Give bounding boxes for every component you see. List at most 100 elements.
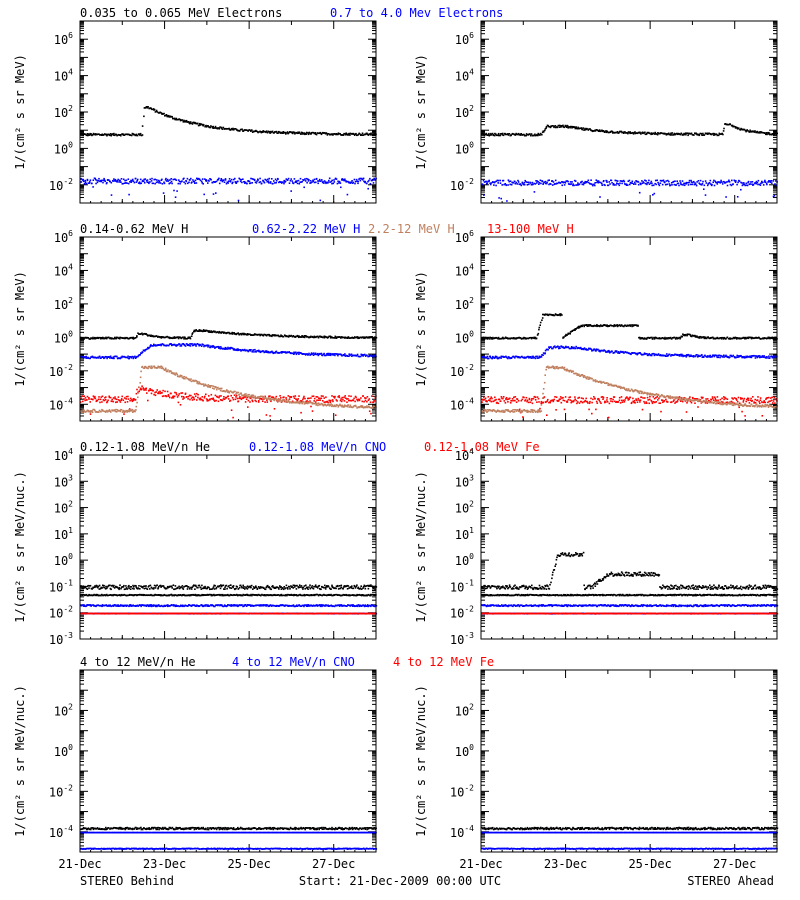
data-point (588, 378, 591, 380)
data-point (139, 178, 142, 181)
data-point (354, 395, 357, 398)
data-point (547, 367, 550, 369)
data-point (359, 336, 361, 339)
data-point (721, 397, 723, 400)
data-point (673, 132, 676, 135)
data-point (234, 128, 237, 130)
data-point (161, 178, 163, 181)
data-point (129, 336, 132, 339)
data-point (654, 131, 657, 134)
data-point (134, 410, 136, 413)
data-point (147, 346, 149, 349)
data-point (153, 108, 156, 111)
data-point (216, 396, 219, 398)
data-point (627, 399, 630, 401)
data-point (252, 178, 255, 181)
data-point (108, 336, 110, 339)
data-point (340, 134, 342, 136)
data-point (250, 349, 252, 351)
data-point (609, 398, 612, 400)
data-point (350, 181, 352, 184)
data-point (214, 127, 216, 129)
data-point (494, 396, 496, 399)
data-point (527, 411, 530, 413)
data-point (489, 398, 491, 400)
data-point (584, 127, 586, 130)
data-point (255, 351, 257, 353)
data-point (578, 396, 581, 399)
data-point (220, 387, 223, 390)
data-point (167, 180, 169, 182)
data-point (109, 133, 112, 135)
data-point (184, 392, 187, 395)
data-point (325, 354, 327, 357)
data-point (676, 400, 679, 402)
data-point (312, 179, 314, 182)
data-point (148, 334, 151, 337)
data-point (251, 129, 253, 131)
data-point (175, 392, 177, 394)
data-point (124, 411, 127, 413)
data-point (668, 183, 671, 185)
data-point (336, 182, 339, 185)
data-point (159, 343, 162, 346)
data-point (163, 344, 166, 347)
data-point (305, 131, 308, 134)
data-point (149, 365, 151, 368)
data-point (338, 180, 341, 183)
data-point (651, 400, 653, 403)
data-point (125, 182, 127, 184)
data-point (247, 350, 250, 353)
data-point (121, 395, 123, 398)
data-point (190, 177, 192, 180)
data-point (699, 132, 702, 135)
data-point (259, 177, 261, 180)
data-point (304, 354, 307, 356)
data-point (103, 337, 106, 339)
data-point (196, 330, 198, 332)
data-point (196, 382, 198, 384)
data-point (527, 181, 529, 184)
data-point (312, 395, 315, 397)
data-point (677, 398, 680, 401)
data-point (569, 181, 572, 183)
data-point (106, 400, 109, 403)
data-point (602, 396, 605, 399)
data-point (184, 338, 187, 340)
data-point (125, 179, 128, 182)
data-point (99, 180, 101, 183)
data-point (637, 390, 640, 392)
data-point (193, 329, 196, 332)
data-point (260, 182, 263, 185)
data-point (334, 133, 336, 135)
data-point (359, 355, 362, 358)
data-point (332, 133, 335, 135)
data-point (562, 396, 564, 399)
data-point (232, 416, 234, 419)
data-point (238, 333, 240, 336)
data-point (290, 178, 292, 180)
data-point (679, 182, 682, 184)
data-point (200, 123, 203, 125)
data-point (351, 133, 353, 135)
data-point (611, 400, 614, 403)
data-point (589, 183, 592, 185)
legend-row-1: 0.035 to 0.065 MeV Electrons 0.7 to 4.0 M… (80, 6, 503, 20)
data-point (655, 133, 658, 135)
data-point (175, 179, 178, 181)
data-point (370, 132, 372, 135)
data-point (281, 352, 283, 354)
data-point (643, 182, 645, 184)
data-point (775, 184, 777, 187)
data-point (618, 399, 621, 402)
data-point (277, 132, 279, 134)
data-point (715, 181, 718, 184)
data-point (201, 182, 203, 184)
data-point (311, 335, 314, 338)
data-point (200, 330, 202, 332)
data-point (369, 177, 371, 180)
data-point (609, 183, 611, 185)
data-point (680, 397, 683, 399)
data-point (97, 357, 100, 359)
data-point (481, 401, 483, 403)
